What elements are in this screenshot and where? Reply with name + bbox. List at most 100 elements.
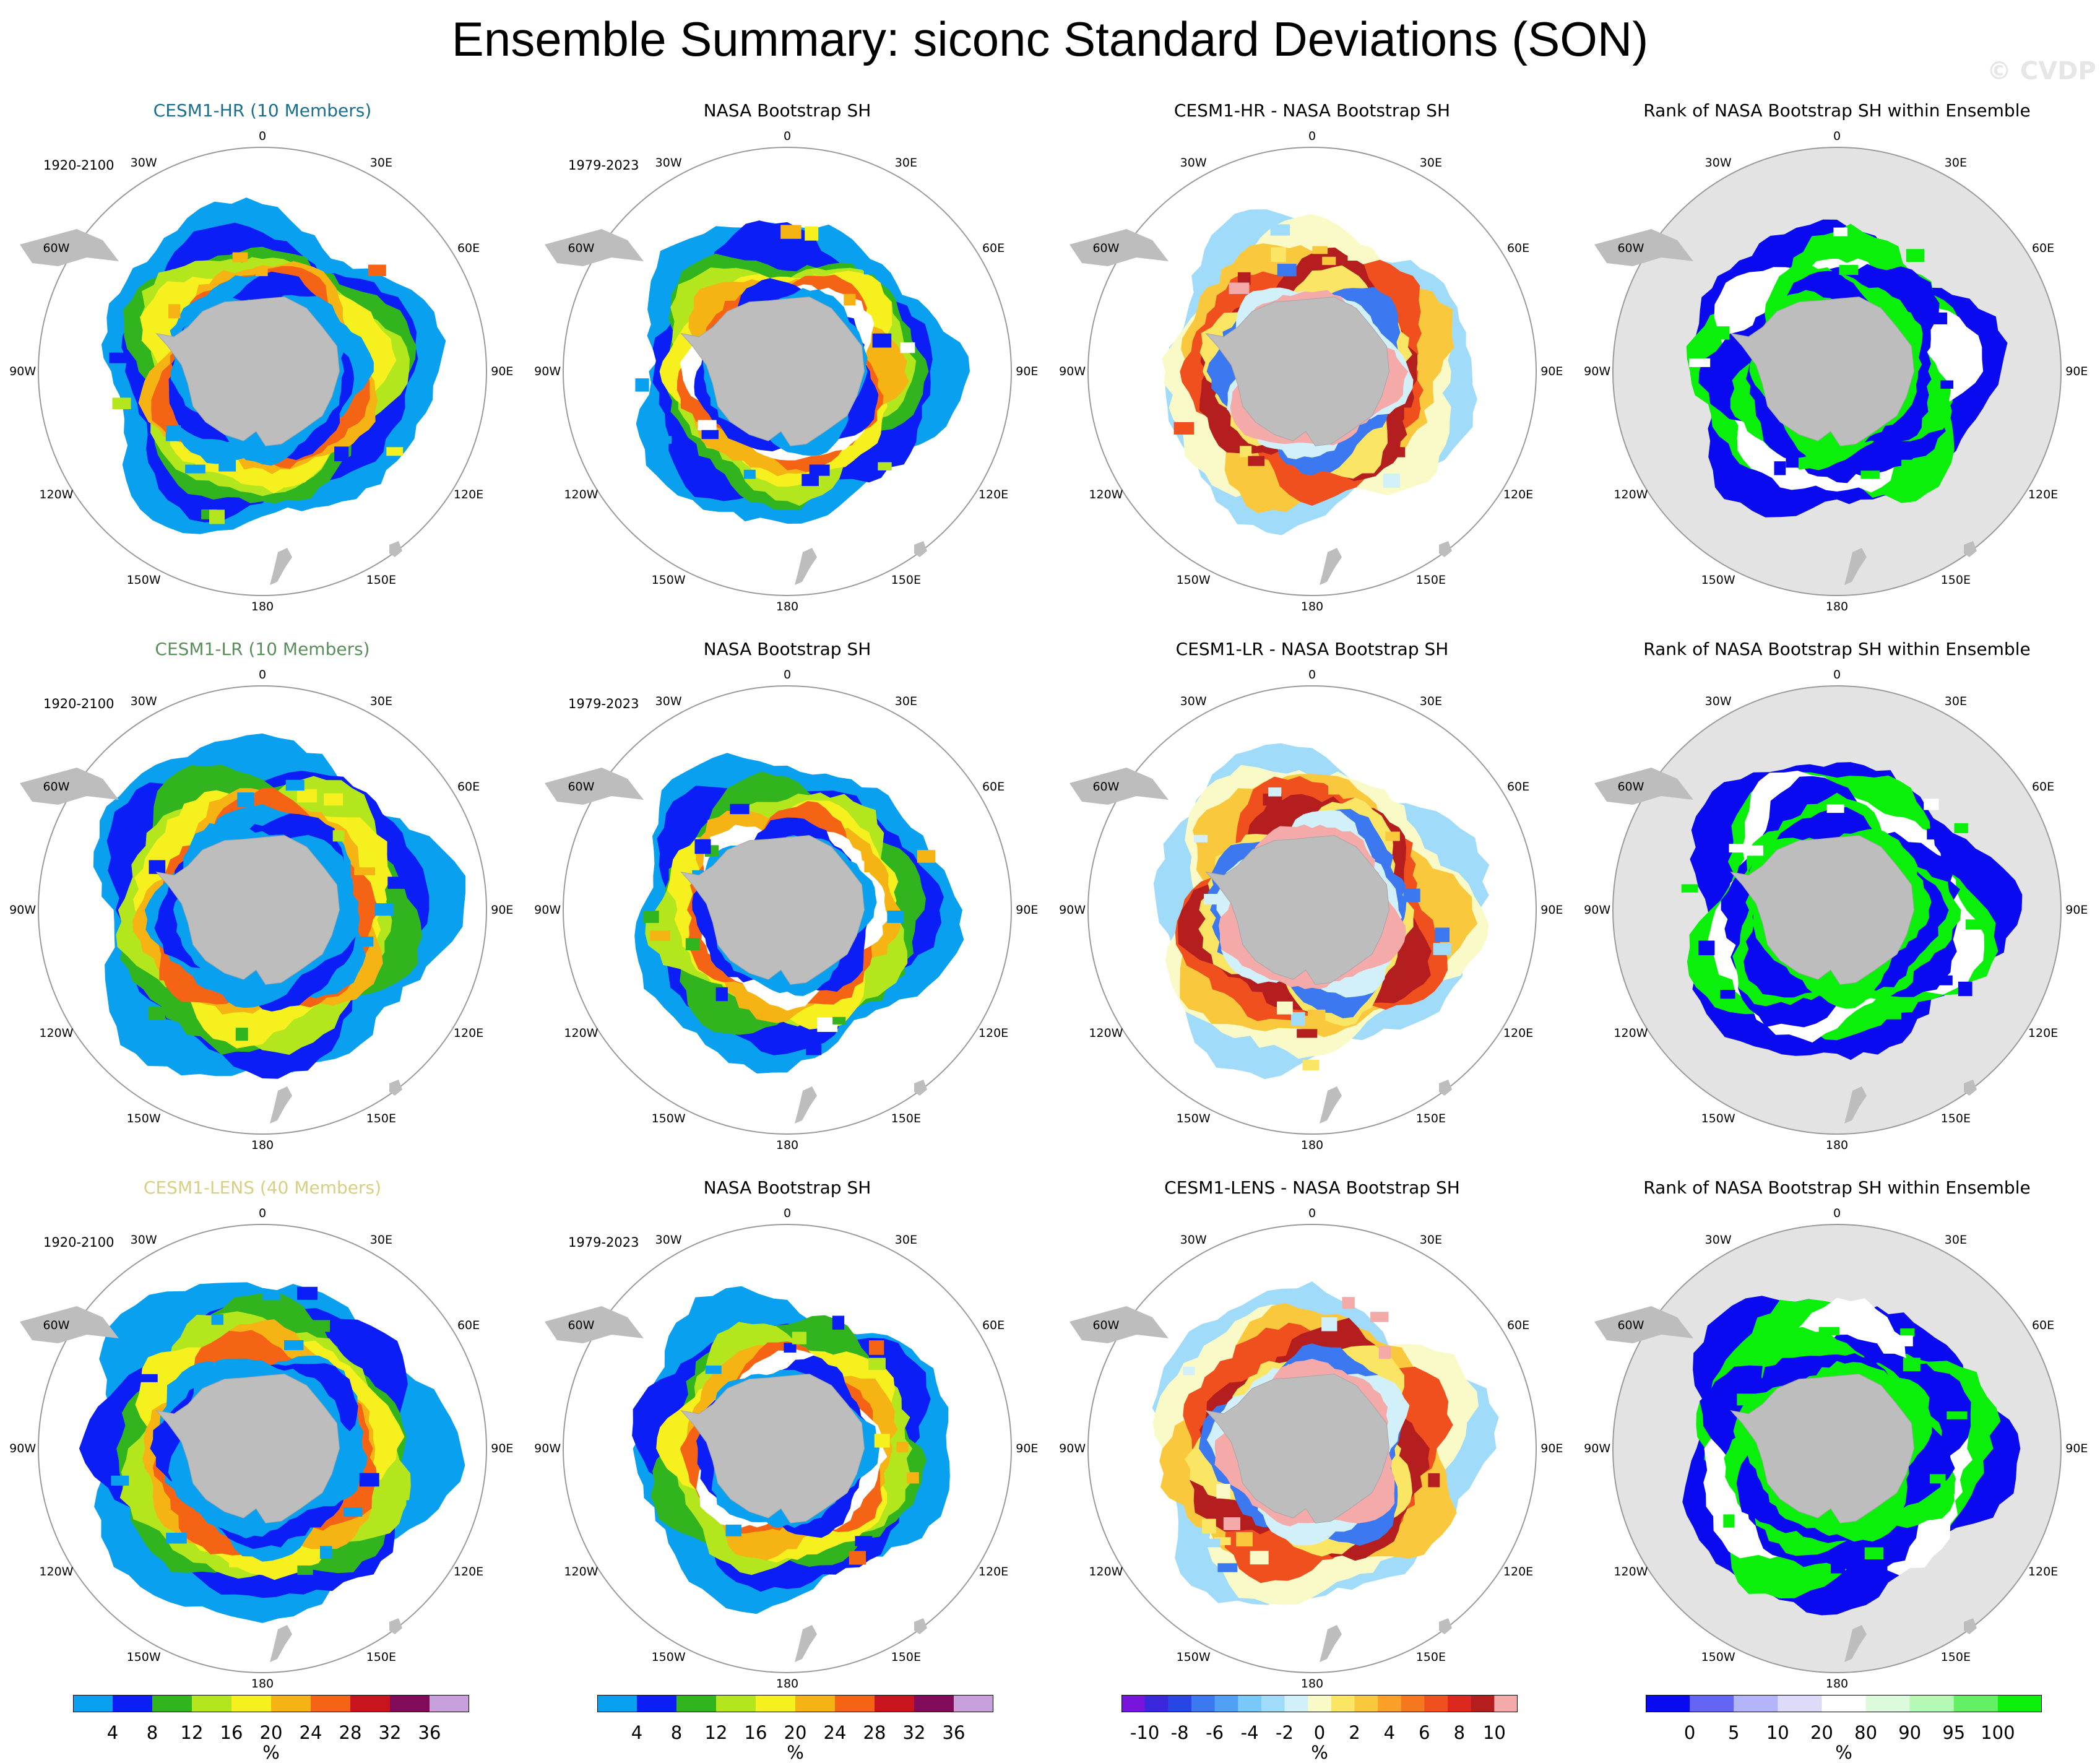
tasmania-land xyxy=(389,1080,402,1096)
polar-map xyxy=(1069,147,1537,596)
colorbar-swatches xyxy=(1646,1695,2042,1712)
field-patch xyxy=(792,1332,807,1345)
longitude-label: 150W xyxy=(1701,573,1735,587)
field-patch xyxy=(1709,326,1730,340)
colorbar-tick-label: 8 xyxy=(1453,1722,1466,1743)
field-patch xyxy=(874,1434,890,1448)
south-america-land xyxy=(1069,229,1169,266)
field-patch xyxy=(1229,282,1250,294)
colorbar-unit: % xyxy=(262,1742,280,1763)
field-patch xyxy=(1250,1551,1269,1565)
colorbar-swatch xyxy=(1121,1695,1146,1712)
field-patch xyxy=(685,938,700,950)
field-patch xyxy=(1723,1514,1735,1528)
panel-title: NASA Bootstrap SH xyxy=(703,100,871,121)
longitude-label: 150W xyxy=(1176,573,1211,587)
polar-map xyxy=(20,147,487,596)
tasmania-land xyxy=(914,541,927,557)
field-patch xyxy=(1900,1328,1915,1337)
new-zealand-land xyxy=(795,548,817,585)
longitude-label: 60E xyxy=(2031,241,2055,255)
field-patch xyxy=(1934,975,1953,985)
period-label: 1979-2023 xyxy=(568,696,639,711)
field-patch xyxy=(334,446,349,462)
longitude-label: 60E xyxy=(457,241,480,255)
south-america-land xyxy=(1594,1306,1693,1343)
longitude-label: 180 xyxy=(251,1677,274,1691)
field-patch xyxy=(863,266,884,275)
longitude-label: 0 xyxy=(1833,667,1841,682)
colorbar-swatch xyxy=(835,1695,875,1712)
tasmania-land xyxy=(1439,1618,1452,1634)
field-patch xyxy=(872,333,892,348)
longitude-label: 150W xyxy=(651,1650,686,1664)
colorbar-swatch xyxy=(390,1695,430,1712)
longitude-label: 60W xyxy=(568,1318,595,1332)
field-patch xyxy=(168,304,181,319)
longitude-label: 30E xyxy=(369,156,392,170)
field-patch xyxy=(1940,1481,1955,1494)
colorbar-tick-label: 32 xyxy=(378,1722,402,1743)
field-patch xyxy=(374,903,394,916)
colorbar-tick-label: 10 xyxy=(1482,1722,1506,1743)
field-patch xyxy=(166,1533,187,1544)
polar-map xyxy=(1594,147,2062,596)
south-america-land xyxy=(545,768,644,805)
longitude-label: 120W xyxy=(1089,1026,1123,1041)
longitude-label: 90W xyxy=(1584,1442,1611,1455)
colorbar-swatch xyxy=(113,1695,153,1712)
map-panel: CESM1-HR (10 Members) 1920-2100 0 30E 60E 90E… xyxy=(0,0,525,613)
panel-title: NASA Bootstrap SH xyxy=(703,1177,871,1198)
south-america-land xyxy=(1069,1306,1169,1343)
longitude-label: 60W xyxy=(1092,779,1120,794)
field-patch xyxy=(1240,446,1252,457)
map-panel: Rank of NASA Bootstrap SH within Ensembl… xyxy=(1575,539,2099,1152)
colorbar-swatch xyxy=(73,1695,113,1712)
polar-map xyxy=(545,1224,1012,1673)
longitude-label: 120W xyxy=(39,488,74,502)
field-patch xyxy=(1433,943,1451,955)
field-patch xyxy=(784,1343,797,1353)
colorbar-tick-label: 12 xyxy=(704,1722,728,1743)
field-patch xyxy=(1840,1554,1860,1564)
longitude-label: 60W xyxy=(43,241,70,255)
field-patch xyxy=(237,792,254,807)
longitude-label: 60W xyxy=(568,241,595,255)
colorbar-tick-label: 20 xyxy=(1810,1722,1833,1743)
longitude-label: 60E xyxy=(982,241,1005,255)
field-patch xyxy=(297,1286,318,1300)
field-patch xyxy=(406,1500,424,1512)
field-patch xyxy=(356,937,374,947)
field-patch xyxy=(149,860,166,874)
field-patch xyxy=(218,457,236,472)
south-america-land xyxy=(20,768,119,805)
colorbar: 0 5 10 20 80 90 95 100% xyxy=(1646,1695,2042,1763)
field-patch xyxy=(148,1007,166,1021)
longitude-label: 30E xyxy=(1419,156,1442,170)
field-patch xyxy=(1894,1335,1913,1346)
colorbar-swatch xyxy=(1401,1695,1425,1712)
field-patch xyxy=(832,1016,846,1024)
colorbar-tick-label: 20 xyxy=(259,1722,283,1743)
longitude-label: 180 xyxy=(1300,1138,1324,1153)
longitude-label: 60E xyxy=(2031,1318,2055,1332)
field-patch xyxy=(1268,787,1282,797)
colorbar-tick-label: 20 xyxy=(784,1722,807,1743)
longitude-label: 60E xyxy=(982,779,1005,794)
field-patch xyxy=(1183,1367,1195,1375)
colorbar-swatch xyxy=(1238,1695,1262,1712)
field-patch xyxy=(1385,831,1400,841)
field-patch xyxy=(1802,1337,1820,1351)
longitude-label: 30E xyxy=(1419,695,1442,709)
longitude-label: 30E xyxy=(1944,695,1967,709)
colorbar-tick-label: 0 xyxy=(1313,1722,1326,1743)
longitude-label: 90E xyxy=(2065,1442,2088,1455)
new-zealand-land xyxy=(1844,548,1867,585)
antarctica-land xyxy=(1730,297,1914,446)
longitude-label: 180 xyxy=(1300,1677,1324,1691)
colorbar-swatch xyxy=(1191,1695,1216,1712)
longitude-label: 180 xyxy=(1825,600,1849,614)
longitude-label: 150E xyxy=(1415,1111,1446,1125)
longitude-label: 120W xyxy=(1614,1026,1648,1041)
new-zealand-land xyxy=(1320,1086,1342,1124)
